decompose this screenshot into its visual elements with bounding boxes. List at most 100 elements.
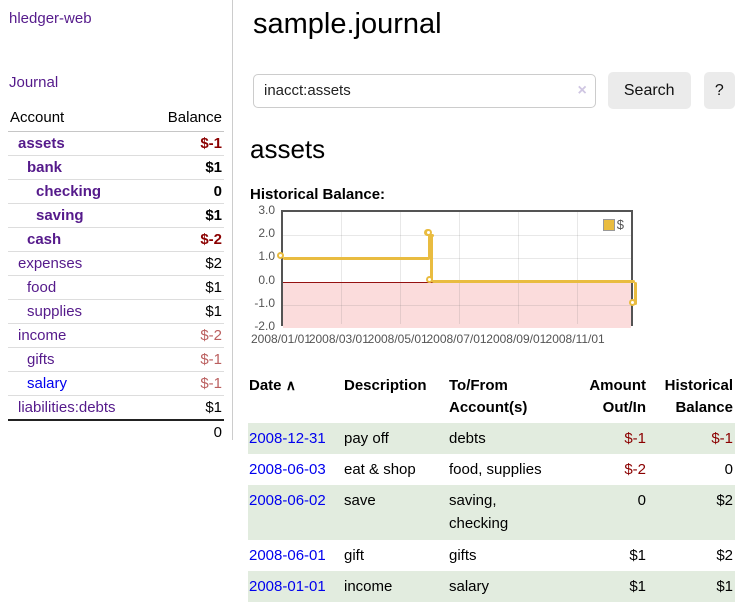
clear-search-icon[interactable]: × xyxy=(578,82,587,100)
historical-balance-chart: $ 3.02.01.00.0-1.0-2.02008/01/012008/03/… xyxy=(245,210,735,350)
sidebar-item-journal[interactable]: Journal xyxy=(9,74,224,91)
account-balance: $1 xyxy=(149,276,224,300)
account-row: liabilities:debts $1 xyxy=(8,396,224,421)
account-link[interactable]: saving xyxy=(36,207,84,224)
search-form: × Search ? xyxy=(253,72,735,109)
search-input[interactable] xyxy=(253,74,596,108)
account-row: salary $-1 xyxy=(8,372,224,396)
account-balance: 0 xyxy=(149,180,224,204)
account-balance: $-1 xyxy=(149,348,224,372)
register-header-description: Description xyxy=(343,373,448,423)
account-row: expenses $2 xyxy=(8,252,224,276)
account-balance: $1 xyxy=(149,204,224,228)
register-header-balance: Historical Balance xyxy=(648,373,735,423)
account-balance: $-2 xyxy=(149,228,224,252)
account-link[interactable]: bank xyxy=(27,159,62,176)
transaction-date-link[interactable]: 2008-01-01 xyxy=(249,578,326,595)
transaction-row: 2008-06-02 savesaving,checking0$2 xyxy=(248,485,735,540)
transaction-date-link[interactable]: 2008-06-03 xyxy=(249,461,326,478)
account-balance: $-2 xyxy=(149,324,224,348)
transaction-description: eat & shop xyxy=(343,454,448,485)
legend-swatch-icon xyxy=(603,219,615,231)
y-axis-tick-label: -2.0 xyxy=(245,319,275,333)
account-link[interactable]: cash xyxy=(27,231,61,248)
account-row: checking 0 xyxy=(8,180,224,204)
y-axis-tick-label: -1.0 xyxy=(245,296,275,310)
account-link[interactable]: checking xyxy=(36,183,101,200)
page-title: sample.journal xyxy=(253,8,735,41)
account-link[interactable]: income xyxy=(18,327,66,344)
account-heading: assets xyxy=(250,134,735,165)
register-header-account: To/From Account(s) xyxy=(448,373,573,423)
transaction-date-link[interactable]: 2008-06-01 xyxy=(249,547,326,564)
account-link[interactable]: supplies xyxy=(27,303,82,320)
transaction-amount: $-2 xyxy=(573,454,648,485)
account-link[interactable]: food xyxy=(27,279,56,296)
transaction-amount: $-1 xyxy=(573,423,648,454)
account-row: assets $-1 xyxy=(8,132,224,156)
search-button[interactable]: Search xyxy=(608,72,691,109)
register-table: Date ∧ Description To/From Account(s) Am… xyxy=(248,373,735,602)
account-link[interactable]: assets xyxy=(18,135,65,152)
account-row: cash $-2 xyxy=(8,228,224,252)
transaction-balance: $2 xyxy=(648,485,735,540)
transaction-balance: 0 xyxy=(648,454,735,485)
transaction-accounts: gifts xyxy=(448,540,573,571)
legend-label: $ xyxy=(617,217,624,232)
account-balance: $2 xyxy=(149,252,224,276)
account-link[interactable]: salary xyxy=(27,375,67,392)
chart-plot: $ xyxy=(281,210,633,326)
transaction-description: income xyxy=(343,571,448,602)
transaction-description: pay off xyxy=(343,423,448,454)
account-link[interactable]: gifts xyxy=(27,351,55,368)
transaction-balance: $2 xyxy=(648,540,735,571)
account-row: income $-2 xyxy=(8,324,224,348)
y-axis-tick-label: 3.0 xyxy=(245,203,275,217)
sort-ascending-icon: ∧ xyxy=(286,377,296,393)
help-button[interactable]: ? xyxy=(704,72,735,109)
data-point-icon xyxy=(425,229,432,236)
data-point-icon xyxy=(629,299,636,306)
x-axis-tick-label: 2008/09/01 xyxy=(486,332,546,346)
y-axis-tick-label: 2.0 xyxy=(245,226,275,240)
transaction-accounts: saving,checking xyxy=(448,485,573,540)
transaction-accounts: food, supplies xyxy=(448,454,573,485)
x-axis-tick-label: 2008/03/01 xyxy=(309,332,369,346)
transaction-row: 2008-12-31pay offdebts$-1$-1 xyxy=(248,423,735,454)
y-axis-tick-label: 1.0 xyxy=(245,249,275,263)
sidebar-accounts-table: Account Balance assets$-1bank$1checking0… xyxy=(8,106,224,444)
y-axis-tick-label: 0.0 xyxy=(245,273,275,287)
sidebar: hledger-web Journal Account Balance asse… xyxy=(0,0,233,440)
register-body: 2008-12-31pay offdebts$-1$-12008-06-03ea… xyxy=(248,423,735,602)
register-header-amount: Amount Out/In xyxy=(573,373,648,423)
chart-title: Historical Balance: xyxy=(250,186,735,203)
transaction-row: 2008-01-01incomesalary$1$1 xyxy=(248,571,735,602)
account-balance: $-1 xyxy=(149,372,224,396)
transaction-balance: $1 xyxy=(648,571,735,602)
account-link[interactable]: expenses xyxy=(18,255,82,272)
sidebar-accounts-body: assets$-1bank$1checking0saving$1cash$-2e… xyxy=(8,132,224,445)
data-point-icon xyxy=(426,276,433,283)
transaction-date-link[interactable]: 2008-12-31 xyxy=(249,430,326,447)
account-row: supplies $1 xyxy=(8,300,224,324)
transaction-description: save xyxy=(343,485,448,540)
account-link[interactable]: liabilities:debts xyxy=(18,399,116,416)
chart-legend: $ xyxy=(601,216,626,233)
transaction-accounts: debts xyxy=(448,423,573,454)
account-balance: $1 xyxy=(149,300,224,324)
register-header-date[interactable]: Date ∧ xyxy=(248,373,343,423)
transaction-date-link[interactable]: 2008-06-02 xyxy=(249,492,326,509)
transaction-amount: $1 xyxy=(573,540,648,571)
transaction-balance: $-1 xyxy=(648,423,735,454)
transaction-row: 2008-06-03 eat & shopfood, supplies$-20 xyxy=(248,454,735,485)
account-balance: $1 xyxy=(149,396,224,421)
account-row: saving $1 xyxy=(8,204,224,228)
account-balance: $-1 xyxy=(149,132,224,156)
app-title-link[interactable]: hledger-web xyxy=(9,10,224,27)
account-balance: $1 xyxy=(149,156,224,180)
x-axis-tick-label: 2008/07/01 xyxy=(426,332,486,346)
account-row: food $1 xyxy=(8,276,224,300)
x-axis-tick-label: 2008/11/01 xyxy=(546,332,605,346)
transaction-amount: 0 xyxy=(573,485,648,540)
account-row: gifts $-1 xyxy=(8,348,224,372)
